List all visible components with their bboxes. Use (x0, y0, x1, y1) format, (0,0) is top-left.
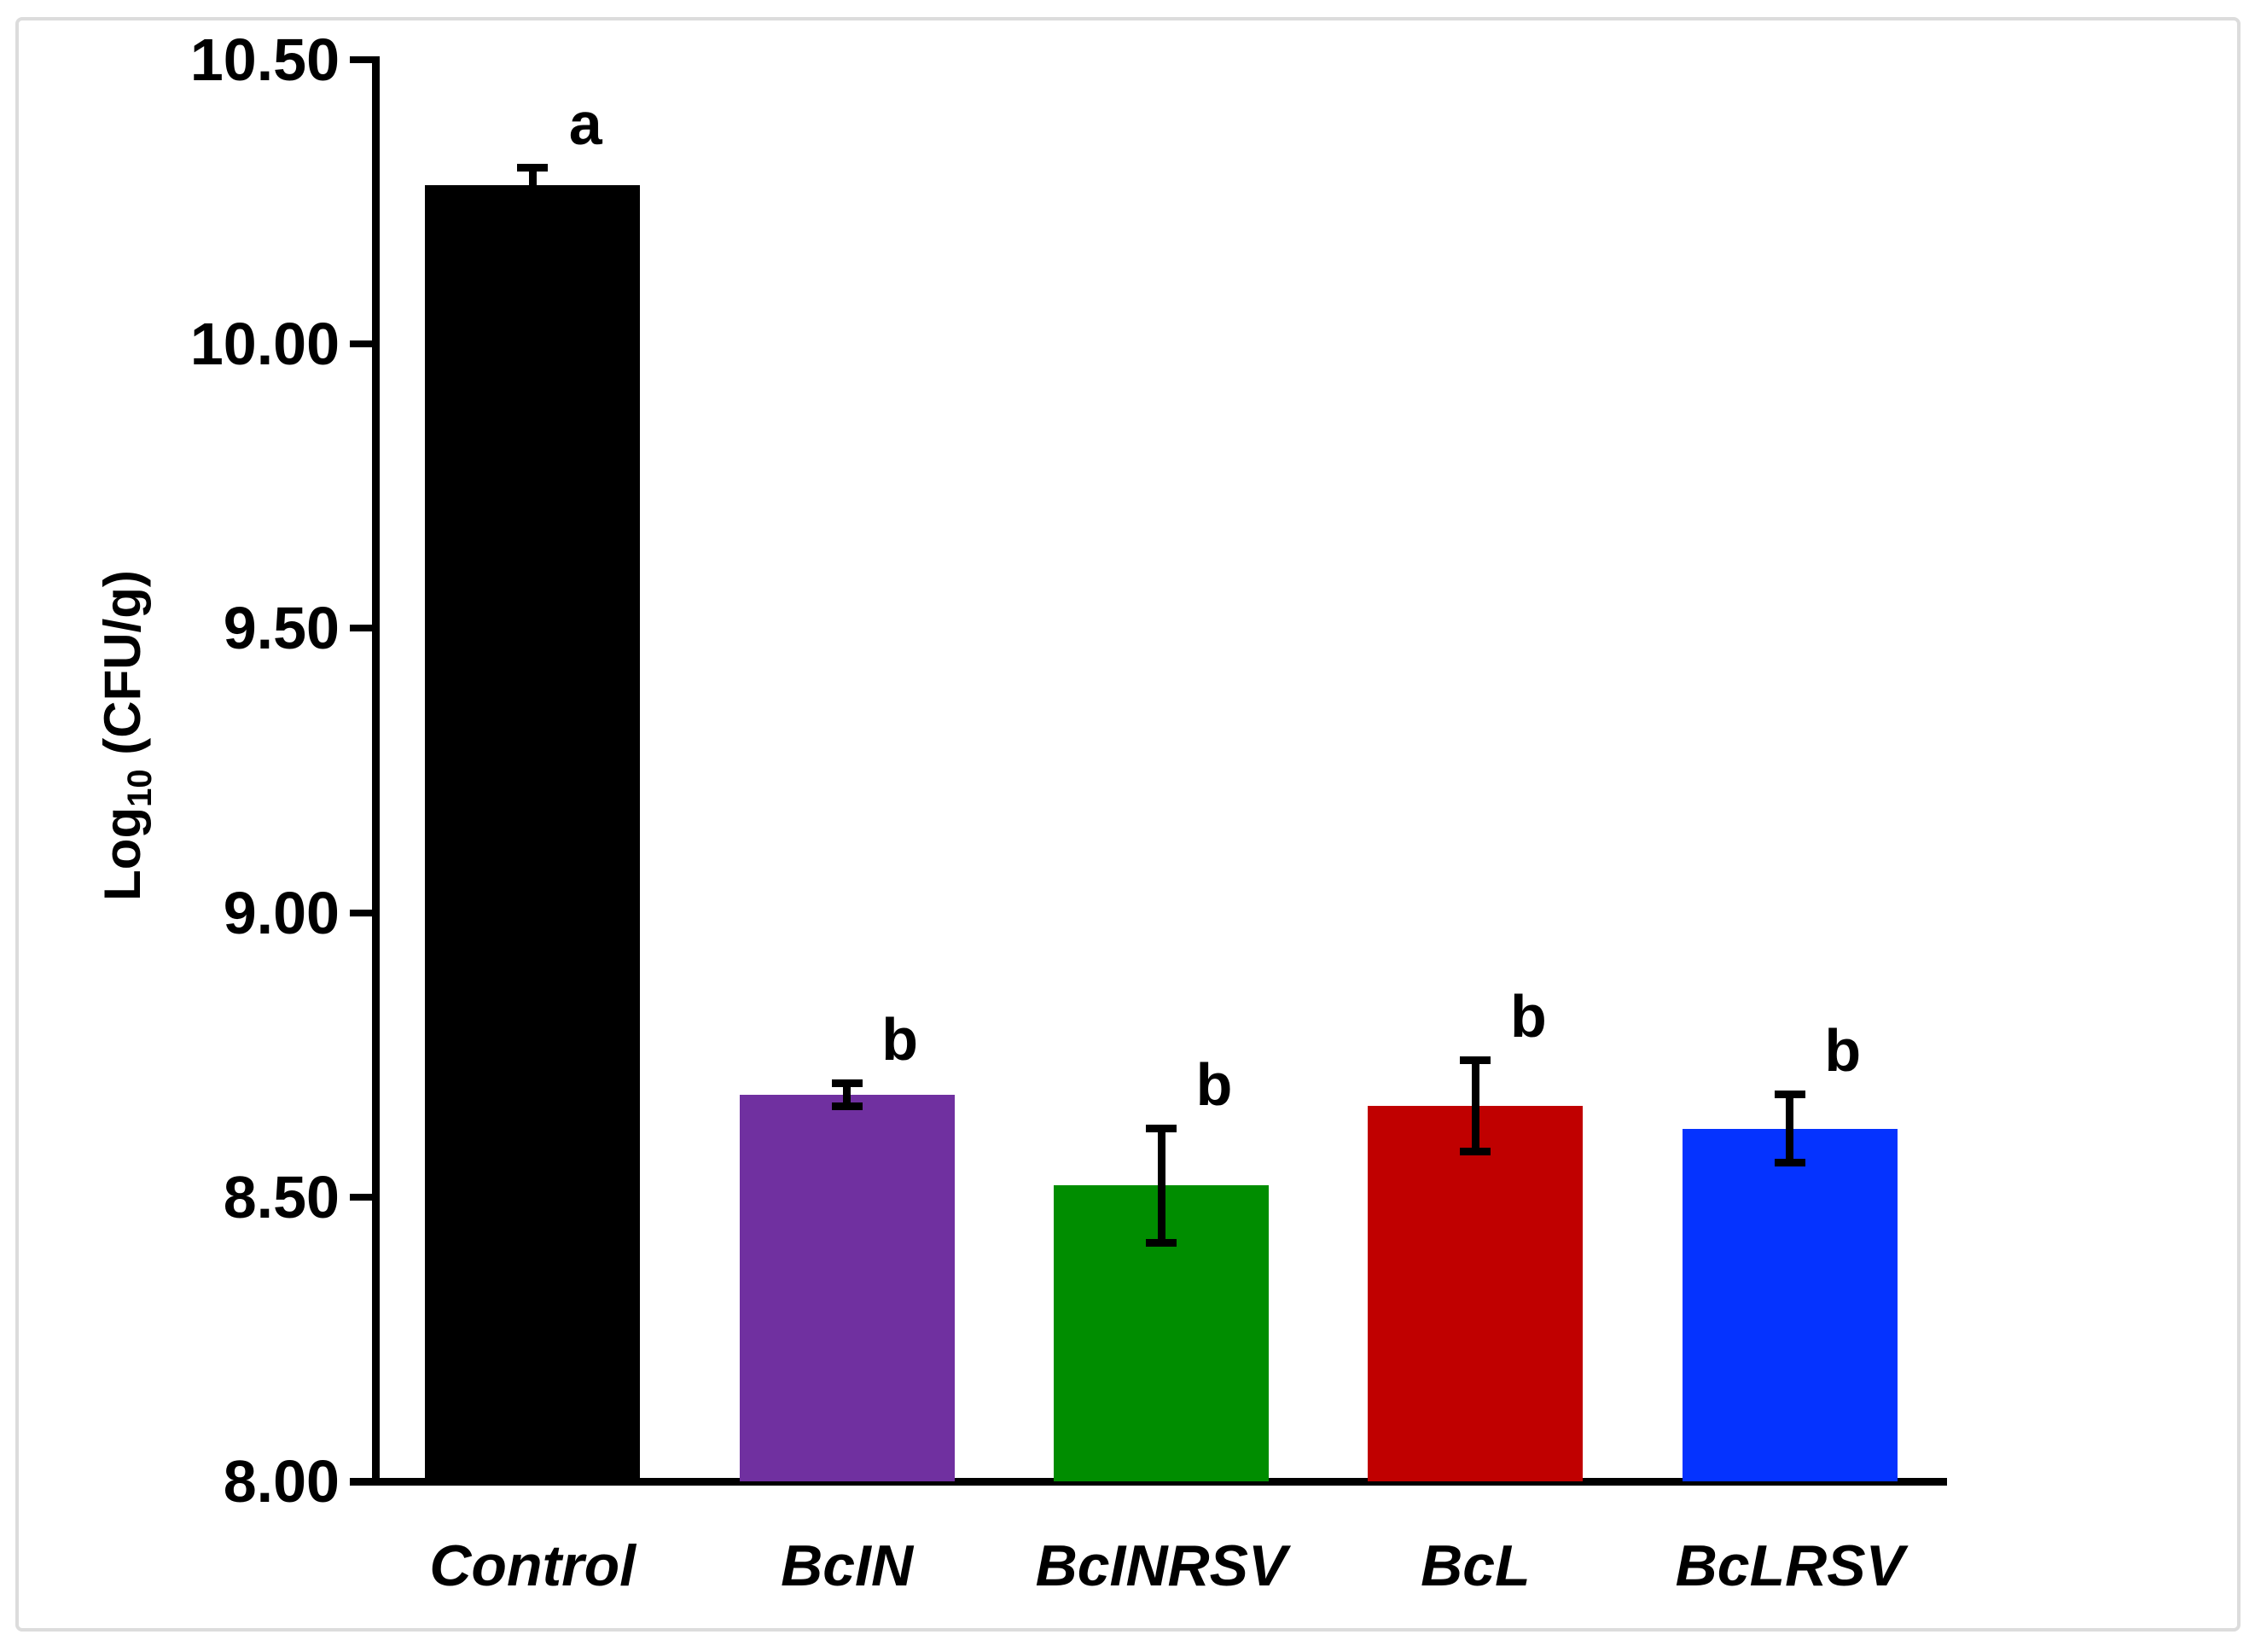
error-bar-cap (1774, 1091, 1805, 1099)
error-bar-cap (1774, 1159, 1805, 1167)
y-tick-label: 9.00 (223, 879, 340, 946)
error-bar-cap (517, 164, 549, 172)
significance-letter: b (1824, 1016, 1862, 1084)
significance-letter: a (568, 90, 602, 157)
x-category-label: BcL (1421, 1533, 1531, 1598)
error-bar (528, 167, 537, 202)
x-category-label: BcINRSV (1035, 1533, 1287, 1598)
y-tick-mark (350, 1193, 375, 1201)
error-bar-cap (1460, 1147, 1491, 1155)
y-tick-label: 8.00 (223, 1448, 340, 1515)
x-axis-line (350, 1478, 1947, 1486)
bar-bclrsv (1682, 1128, 1898, 1481)
error-bar (1157, 1128, 1165, 1243)
bar-bcin (739, 1094, 955, 1481)
significance-letter: b (1195, 1050, 1233, 1118)
y-axis-line (372, 56, 380, 1486)
y-tick-label: 10.00 (189, 311, 340, 378)
y-axis-title-subscript: 10 (121, 769, 159, 807)
y-tick-mark (350, 909, 375, 916)
error-bar-cap (831, 1079, 863, 1088)
error-bar-cap (831, 1102, 863, 1110)
bar-bcl (1368, 1106, 1584, 1481)
x-category-label: Control (429, 1533, 636, 1598)
y-tick-label: 8.50 (223, 1163, 340, 1230)
error-bar (1471, 1060, 1479, 1152)
y-tick-label: 10.50 (189, 26, 340, 93)
error-bar-cap (1146, 1125, 1177, 1133)
x-category-label: BcIN (781, 1533, 914, 1598)
significance-letter: b (1510, 982, 1547, 1050)
significance-letter: b (881, 1005, 918, 1073)
error-bar-cap (1460, 1056, 1491, 1065)
y-tick-mark (350, 625, 375, 632)
error-bar (1786, 1094, 1794, 1163)
y-tick-mark (350, 56, 375, 63)
y-tick-label: 9.50 (223, 595, 340, 662)
error-bar-cap (517, 198, 549, 206)
error-bar (843, 1083, 852, 1107)
error-bar-cap (1146, 1238, 1177, 1247)
x-category-label: BcLRSV (1675, 1533, 1904, 1598)
y-tick-mark (350, 1478, 375, 1485)
bar-control (425, 184, 641, 1481)
y-tick-mark (350, 340, 375, 348)
